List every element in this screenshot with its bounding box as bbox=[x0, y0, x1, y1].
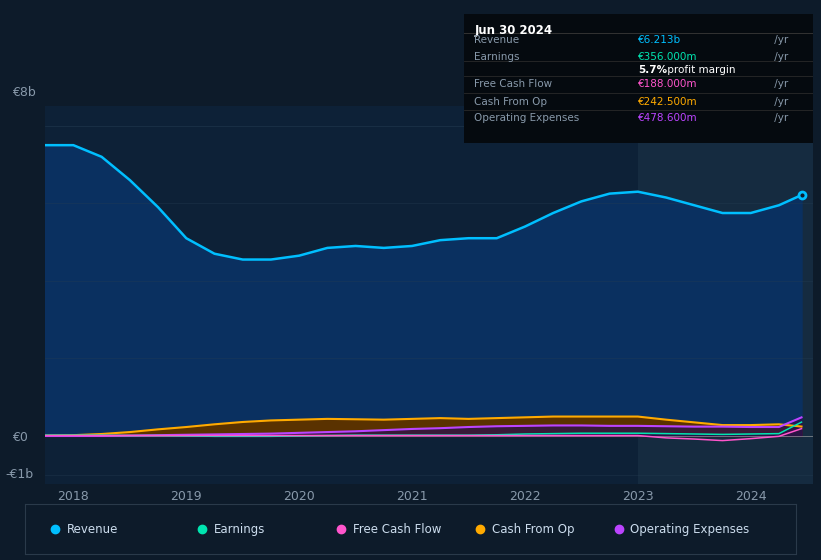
Text: Operating Expenses: Operating Expenses bbox=[631, 522, 750, 536]
Text: €356.000m: €356.000m bbox=[639, 52, 698, 62]
Text: Revenue: Revenue bbox=[475, 35, 520, 45]
Text: /yr: /yr bbox=[771, 35, 788, 45]
Text: Free Cash Flow: Free Cash Flow bbox=[475, 79, 553, 89]
Text: /yr: /yr bbox=[771, 96, 788, 106]
Text: Cash From Op: Cash From Op bbox=[492, 522, 574, 536]
Text: /yr: /yr bbox=[771, 79, 788, 89]
Text: Jun 30 2024: Jun 30 2024 bbox=[475, 24, 553, 36]
Text: €6.213b: €6.213b bbox=[639, 35, 681, 45]
Text: €0: €0 bbox=[12, 431, 28, 445]
Text: 5.7%: 5.7% bbox=[639, 65, 667, 75]
Bar bbox=[638, 106, 819, 484]
Text: Operating Expenses: Operating Expenses bbox=[475, 113, 580, 123]
Text: €478.600m: €478.600m bbox=[639, 113, 698, 123]
Text: Revenue: Revenue bbox=[67, 522, 118, 536]
Text: Cash From Op: Cash From Op bbox=[475, 96, 548, 106]
Text: -€1b: -€1b bbox=[6, 468, 34, 482]
Text: /yr: /yr bbox=[771, 113, 788, 123]
Text: Earnings: Earnings bbox=[475, 52, 520, 62]
Text: /yr: /yr bbox=[771, 52, 788, 62]
Text: €8b: €8b bbox=[12, 86, 36, 99]
Text: €188.000m: €188.000m bbox=[639, 79, 698, 89]
Text: profit margin: profit margin bbox=[664, 65, 736, 75]
Text: Earnings: Earnings bbox=[213, 522, 265, 536]
Text: Free Cash Flow: Free Cash Flow bbox=[353, 522, 441, 536]
Text: €242.500m: €242.500m bbox=[639, 96, 698, 106]
